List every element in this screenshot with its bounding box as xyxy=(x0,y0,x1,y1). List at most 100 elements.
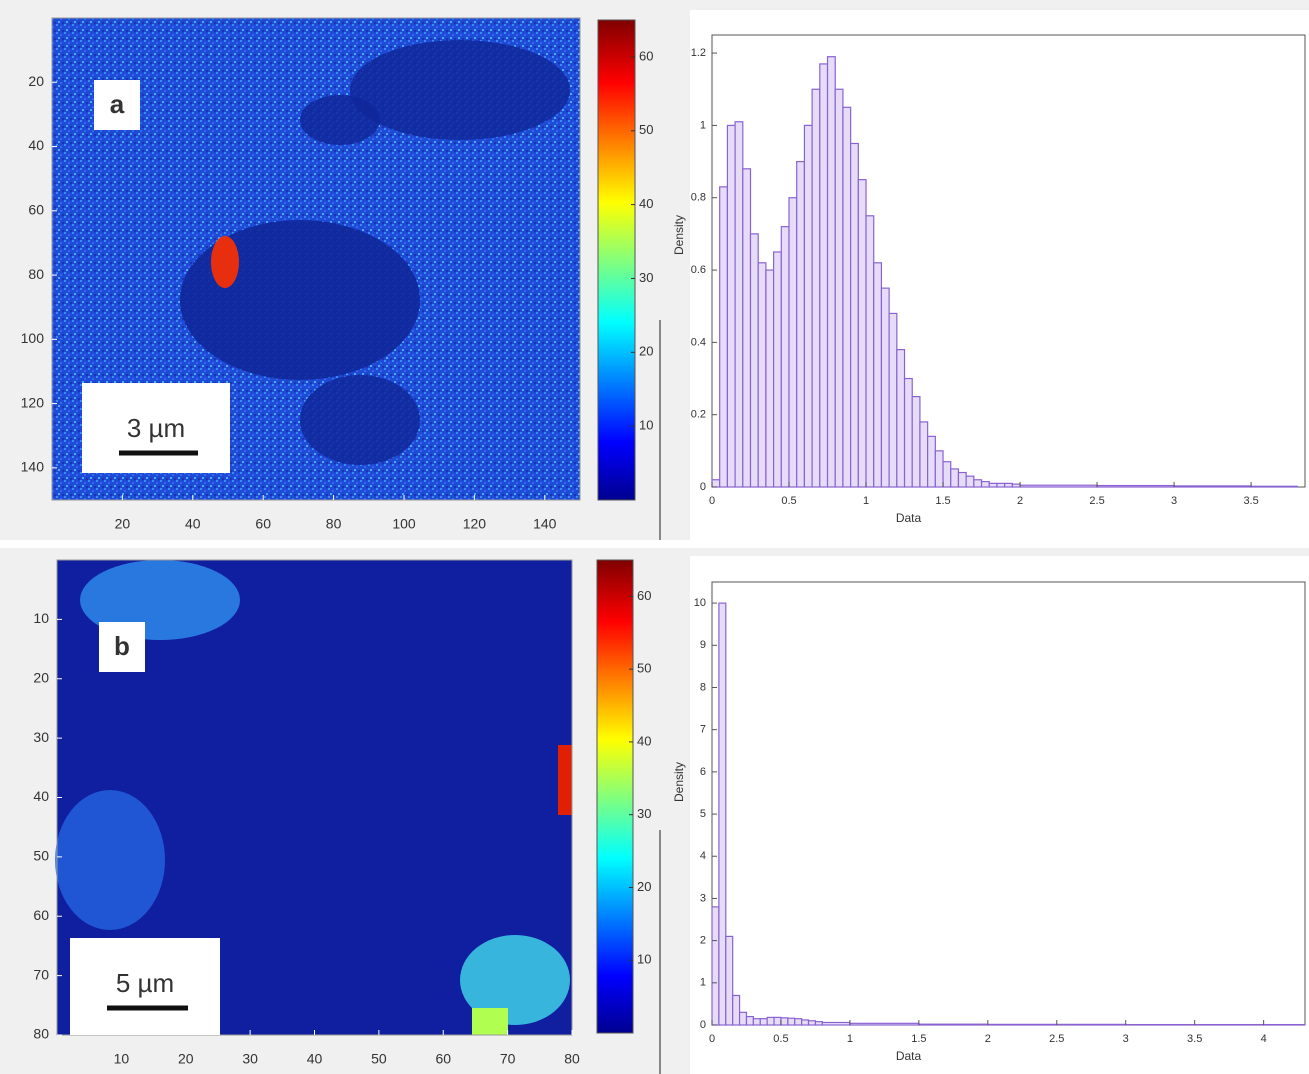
bar xyxy=(780,1017,789,1026)
x-tick-label: 0.5 xyxy=(781,495,796,507)
y-tick-label: 9 xyxy=(700,639,706,651)
bar xyxy=(803,124,813,488)
x-tick-label: 80 xyxy=(564,1051,580,1067)
bar xyxy=(911,396,921,488)
scale-bar-label: 5 µm xyxy=(116,968,174,998)
bar xyxy=(880,287,890,488)
bar xyxy=(873,262,883,488)
scale-bar-box xyxy=(82,383,230,473)
y-tick-label: 40 xyxy=(33,788,49,804)
bar xyxy=(973,479,983,488)
bar xyxy=(821,1021,851,1026)
y-tick-label: 0.8 xyxy=(691,192,706,204)
x-tick-label: 3 xyxy=(1171,495,1177,507)
y-tick-label: 10 xyxy=(694,597,706,609)
y-tick-label: 8 xyxy=(700,681,706,693)
bar xyxy=(719,186,729,488)
bar xyxy=(1096,484,1175,488)
y-tick-label: 1.2 xyxy=(691,47,706,59)
bar xyxy=(726,124,736,488)
x-tick-label: 3.5 xyxy=(1243,495,1258,507)
y-tick-label: 70 xyxy=(33,966,49,982)
y-tick-label: 2 xyxy=(700,935,706,947)
x-tick-label: 10 xyxy=(114,1051,130,1067)
bar xyxy=(1250,485,1298,488)
colorbar-tick-label: 40 xyxy=(639,196,653,211)
bar xyxy=(1173,485,1252,488)
x-axis-label: Data xyxy=(896,1049,922,1063)
bar xyxy=(865,215,875,488)
x-tick-label: 60 xyxy=(435,1051,451,1067)
x-tick-label: 100 xyxy=(392,516,416,532)
scale-bar-label: 3 µm xyxy=(127,413,185,443)
panel-label: b xyxy=(114,631,130,661)
bar xyxy=(1019,484,1098,488)
image-frame xyxy=(51,17,581,501)
bar xyxy=(801,1019,810,1026)
bar xyxy=(957,471,967,488)
x-tick-label: 120 xyxy=(463,516,487,532)
x-tick-label: 1.5 xyxy=(911,1033,926,1045)
bar xyxy=(765,269,775,488)
panel-label: a xyxy=(110,89,125,119)
bar xyxy=(811,88,821,488)
y-tick-label: 0.4 xyxy=(691,336,706,348)
x-tick-label: 70 xyxy=(500,1051,516,1067)
y-tick-label: 0.6 xyxy=(691,264,706,276)
y-tick-label: 80 xyxy=(33,1026,49,1042)
y-tick-label: 100 xyxy=(21,330,45,346)
bar xyxy=(749,233,759,488)
bar xyxy=(927,435,936,488)
bar xyxy=(796,160,806,488)
x-tick-label: 20 xyxy=(178,1051,194,1067)
bar xyxy=(742,168,752,488)
bar xyxy=(850,142,859,488)
bar xyxy=(942,461,952,488)
bar xyxy=(794,1018,803,1026)
bar xyxy=(773,1016,782,1026)
bar xyxy=(903,377,913,488)
y-tick-label: 1 xyxy=(700,977,706,989)
y-tick-label: 1 xyxy=(700,119,706,131)
y-tick-label: 6 xyxy=(700,766,706,778)
y-tick-label: 0 xyxy=(700,1019,706,1031)
x-tick-label: 40 xyxy=(185,516,201,532)
y-tick-label: 120 xyxy=(21,394,45,410)
x-tick-label: 2 xyxy=(985,1033,991,1045)
bar xyxy=(734,121,744,488)
x-tick-label: 2 xyxy=(1017,495,1023,507)
colorbar-tick-label: 50 xyxy=(637,661,651,676)
colorbar-tick-label: 50 xyxy=(639,122,653,137)
colorbar-tick-label: 30 xyxy=(637,806,651,821)
bar xyxy=(1004,482,1013,488)
x-tick-label: 60 xyxy=(255,516,271,532)
y-tick-label: 60 xyxy=(28,202,44,218)
y-tick-label: 40 xyxy=(28,137,44,153)
y-axis-label: Density xyxy=(672,215,686,255)
x-tick-label: 50 xyxy=(371,1051,387,1067)
axes-frame xyxy=(711,581,1306,1026)
bar xyxy=(849,1022,920,1026)
y-tick-label: 10 xyxy=(33,610,49,626)
y-axis-label: Density xyxy=(672,762,686,802)
colorbar-tick-label: 20 xyxy=(637,879,651,894)
y-tick-label: 50 xyxy=(33,848,49,864)
x-tick-label: 0 xyxy=(709,1033,715,1045)
bar xyxy=(965,475,975,488)
bar xyxy=(814,1021,823,1026)
x-tick-label: 0.5 xyxy=(773,1033,788,1045)
bar xyxy=(918,1023,989,1026)
bar xyxy=(834,88,844,488)
bar xyxy=(934,450,944,488)
y-tick-label: 20 xyxy=(28,73,44,89)
x-tick-label: 3 xyxy=(1123,1033,1129,1045)
bar xyxy=(759,1018,768,1026)
bar xyxy=(842,106,852,488)
y-tick-label: 4 xyxy=(700,850,706,862)
colorbar-tick-label: 10 xyxy=(639,418,653,433)
bar xyxy=(857,179,867,488)
y-tick-label: 30 xyxy=(33,729,49,745)
label-box xyxy=(94,80,140,130)
x-tick-label: 30 xyxy=(242,1051,258,1067)
